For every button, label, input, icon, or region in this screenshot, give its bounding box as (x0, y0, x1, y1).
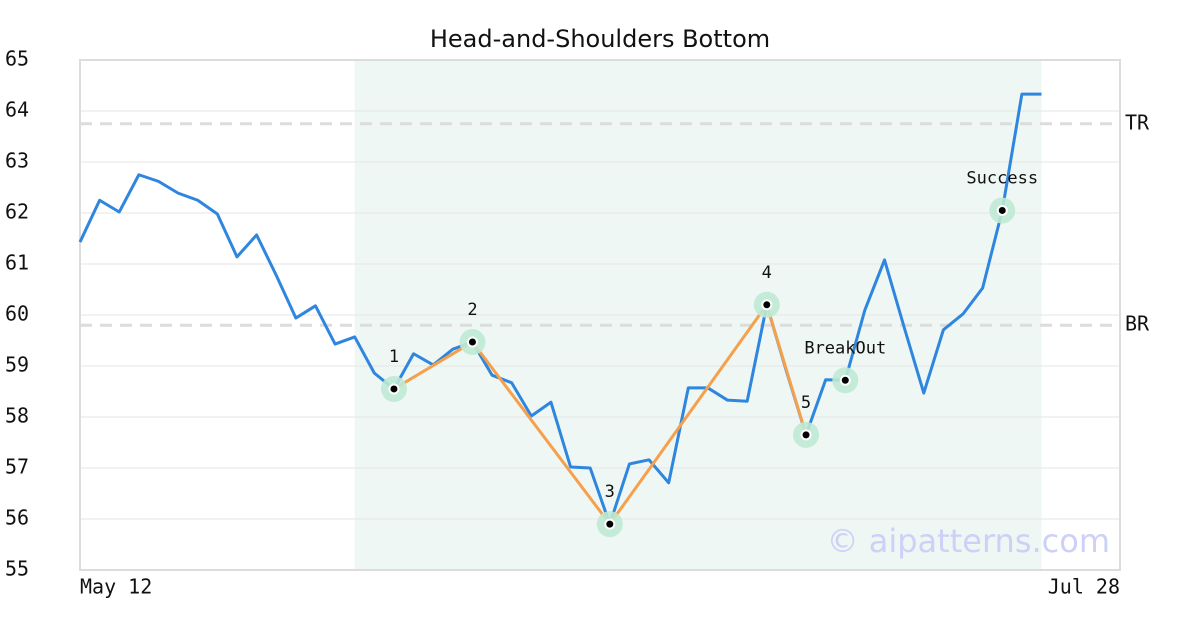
y-tick-label: 63 (5, 149, 29, 173)
y-tick-label: 55 (5, 557, 29, 581)
pattern-point-dot (604, 518, 616, 530)
y-tick-label: 58 (5, 404, 29, 428)
y-tick-label: 57 (5, 455, 29, 479)
x-tick-label: May 12 (80, 575, 152, 599)
pattern-point-label: 4 (762, 263, 772, 283)
pattern-point-label: 2 (467, 300, 477, 320)
y-tick-label: 64 (5, 98, 29, 122)
signal-point-dot (839, 374, 851, 386)
pattern-point-dot (388, 383, 400, 395)
pattern-point-label: 3 (605, 482, 615, 502)
pattern-point-dot (761, 299, 773, 311)
signal-point-label: BreakOut (804, 338, 886, 358)
signal-point-dot (996, 204, 1008, 216)
watermark: © aipatterns.com (827, 522, 1110, 560)
chart-title: Head-and-Shoulders Bottom (430, 25, 770, 53)
pattern-point-label: 5 (801, 393, 811, 413)
price-line (78, 92, 1042, 526)
level-label: TR (1125, 110, 1150, 134)
pattern-point-label: 1 (389, 347, 399, 367)
pattern-point-dot (800, 429, 812, 441)
y-tick-label: 59 (5, 353, 29, 377)
y-tick-label: 62 (5, 200, 29, 224)
x-tick-label: Jul 28 (1048, 575, 1120, 599)
level-label: BR (1125, 312, 1150, 336)
signal-point-label: Success (966, 168, 1038, 188)
pattern-point-dot (466, 336, 478, 348)
y-tick-label: 56 (5, 506, 29, 530)
plot-border (79, 59, 1121, 571)
y-tick-label: 61 (5, 251, 29, 275)
y-tick-label: 65 (5, 47, 29, 71)
y-tick-label: 60 (5, 302, 29, 326)
